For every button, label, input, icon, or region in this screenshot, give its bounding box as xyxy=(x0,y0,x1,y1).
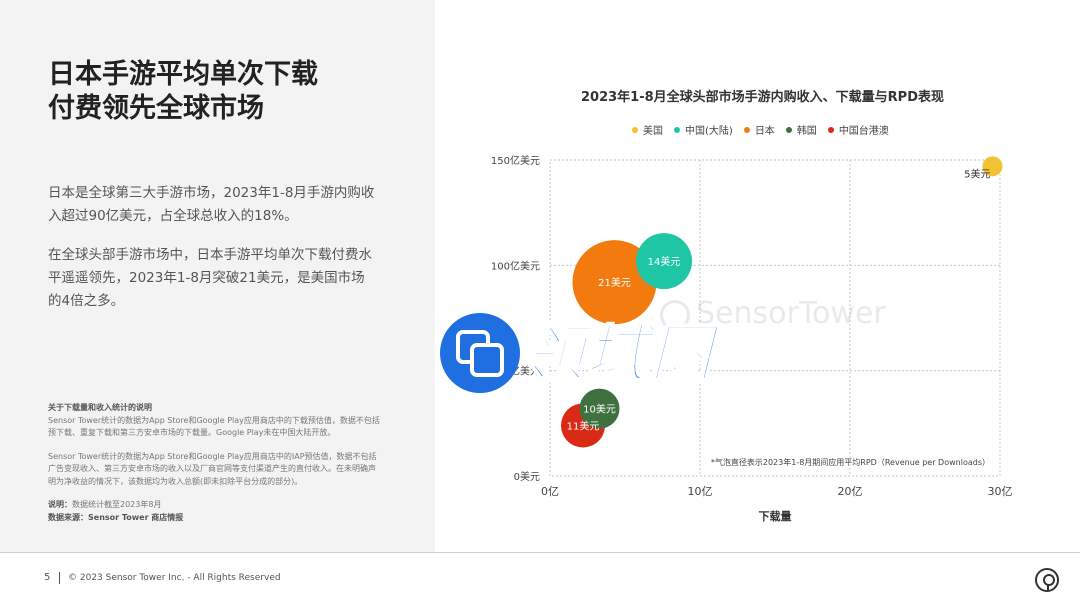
chart-panel xyxy=(435,0,1080,552)
lingyuquan-watermark-text: 领域圈 xyxy=(521,317,715,391)
notes-date-label: 说明： xyxy=(48,500,72,509)
legend-swatch xyxy=(827,126,834,133)
page-number: 5 xyxy=(44,572,51,583)
legend-label: 中国(大陆) xyxy=(685,126,733,137)
footer-bar xyxy=(0,552,1080,609)
legend-item: 日本 xyxy=(743,122,775,137)
bubble-chart: 0亿 10亿 20亿 30亿0美元50亿美元100亿美元150亿美元下载量*气泡直径表… xyxy=(491,154,1013,523)
footer-separator xyxy=(59,572,60,584)
notes-source: 数据来源：Sensor Tower 商店情报 xyxy=(48,512,383,525)
bubble xyxy=(636,233,692,290)
x-axis-label: 下载量 xyxy=(759,509,792,523)
headline-line-1: 日本手游平均单次下载 xyxy=(48,59,318,90)
x-tick-label: 30亿 xyxy=(988,485,1013,498)
methodology-notes: 关于下载量和收入统计的说明 Sensor Tower统计的数据为App Stor… xyxy=(48,402,383,524)
chart-title: 2023年1-8月全球头部市场手游内购收入、下载量与RPD表现 xyxy=(581,90,944,105)
logo-square-front xyxy=(470,343,504,377)
copyright-text: © 2023 Sensor Tower Inc. - All Rights Re… xyxy=(68,573,281,583)
bubble-label: 14美元 xyxy=(648,255,681,268)
bubble-label: 5美元 xyxy=(964,167,990,180)
notes-revenue: Sensor Tower统计的数据为App Store和Google Play应… xyxy=(48,451,377,486)
x-tick-label: 0亿 xyxy=(541,485,559,498)
sensortower-watermark: SensorTower xyxy=(660,296,886,331)
sensortower-watermark-text: SensorTower xyxy=(696,296,886,331)
notes-date-text: 数据统计截至2023年8月 xyxy=(72,500,162,509)
notes-downloads: Sensor Tower统计的数据为App Store和Google Play应… xyxy=(48,415,380,438)
bubble-label: 11美元 xyxy=(567,419,600,432)
notes-source-label: 数据来源： xyxy=(48,512,88,522)
bubble-label: 21美元 xyxy=(598,276,631,289)
headline-line-2: 付费领先全球市场 xyxy=(48,93,264,124)
bubble xyxy=(982,156,1003,177)
legend-swatch xyxy=(674,126,680,133)
legend-label: 中国台港澳 xyxy=(838,126,889,137)
left-panel xyxy=(0,0,435,552)
bubble-label: 10美元 xyxy=(583,403,616,416)
notes-source-text: Sensor Tower 商店情报 xyxy=(88,512,184,522)
y-tick-label: 150亿美元 xyxy=(491,154,540,167)
plot-frame xyxy=(549,159,1001,477)
sensortower-logo-icon xyxy=(1035,568,1059,592)
bubble xyxy=(572,240,657,325)
notes-date: 说明：数据统计截至2023年8月 xyxy=(48,499,383,512)
legend-label: 韩国 xyxy=(796,126,817,137)
notes-heading: 关于下载量和收入统计的说明 xyxy=(48,403,152,412)
x-tick-label: 20亿 xyxy=(838,485,863,498)
legend-item: 韩国 xyxy=(785,122,817,137)
legend-item: 美国 xyxy=(632,122,663,137)
chart-legend: 美国 中国(大陆) 日本 韩国 中国台港澳 xyxy=(632,122,889,137)
y-tick-label: 0美元 xyxy=(514,470,540,483)
bubble xyxy=(579,388,620,429)
chart-footnote: *气泡直径表示2023年1-8月期间应用平均RPD（Revenue per Do… xyxy=(711,457,990,467)
intro-paragraph-2: 在全球头部手游市场中，日本手游平均单次下载付费水平遥遥领先，2023年1-8月突… xyxy=(48,247,372,309)
x-tick-label: 10亿 xyxy=(688,485,713,498)
legend-item: 中国(大陆) xyxy=(674,122,733,137)
sensortower-ring-icon xyxy=(660,299,690,330)
legend-label: 美国 xyxy=(643,126,663,137)
legend-swatch xyxy=(743,126,750,133)
legend-label: 日本 xyxy=(754,126,775,137)
page-headline: 日本手游平均单次下载 付费领先全球市场 xyxy=(48,58,418,126)
y-tick-label: 100亿美元 xyxy=(491,259,540,272)
legend-swatch xyxy=(785,126,792,133)
intro-paragraph-1: 日本是全球第三大手游市场，2023年1-8月手游内购收入超过90亿美元，占全球总… xyxy=(48,185,375,224)
legend-item: 中国台港澳 xyxy=(827,122,889,137)
legend-swatch xyxy=(632,126,638,133)
